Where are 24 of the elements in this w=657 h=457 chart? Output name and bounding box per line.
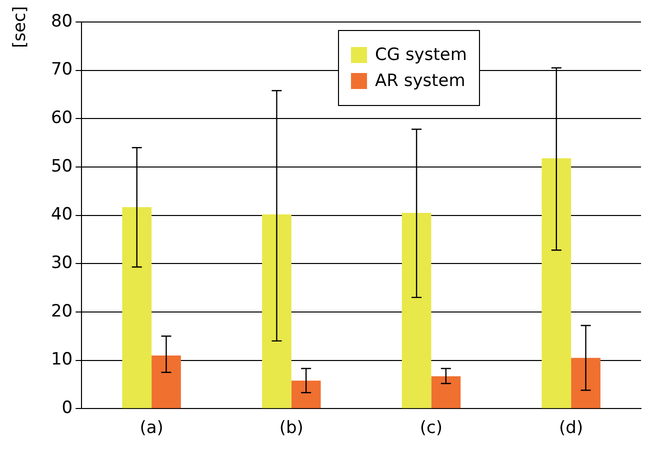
bar (402, 212, 432, 408)
bar (152, 355, 181, 408)
bar (262, 214, 292, 408)
y-tick-label: 30 (50, 253, 73, 274)
x-tick-label: (d) (559, 418, 584, 438)
legend-label: AR system (375, 71, 466, 91)
y-tick-label: 50 (50, 156, 73, 176)
bar (542, 158, 572, 408)
legend-label: CG system (375, 45, 467, 65)
y-tick-label: 0 (62, 398, 73, 418)
y-tick-label: 10 (50, 350, 73, 370)
bar (291, 380, 321, 408)
y-tick-label: 80 (50, 11, 73, 32)
y-tick-label: 20 (50, 301, 73, 322)
y-tick-label: 40 (50, 204, 73, 225)
bar (571, 358, 600, 408)
bar (122, 207, 152, 408)
bar (431, 376, 461, 408)
y-axis-title: [sec] (10, 6, 30, 48)
x-tick-label: (c) (420, 418, 443, 438)
y-tick-label: 60 (50, 108, 73, 128)
x-tick-label: (a) (140, 418, 164, 438)
y-tick-label: 70 (50, 60, 73, 80)
x-tick-label: (b) (279, 418, 304, 438)
